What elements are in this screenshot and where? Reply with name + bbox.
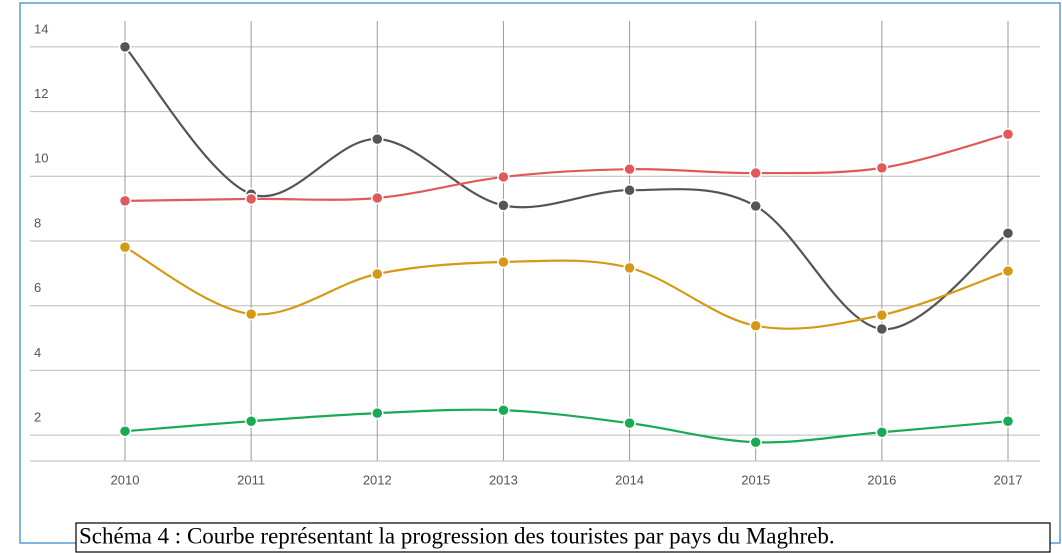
- data-point: [875, 161, 889, 175]
- data-point: [623, 183, 636, 197]
- x-tick-label: 2016: [867, 472, 896, 487]
- data-point: [1001, 414, 1015, 428]
- y-tick-label: 12: [34, 86, 48, 101]
- x-tick-label: 2013: [489, 472, 518, 487]
- caption-box: [75, 522, 1051, 553]
- data-point: [749, 199, 762, 213]
- data-point: [497, 255, 510, 269]
- y-tick-label: 8: [34, 215, 41, 230]
- x-tick-label: 2014: [615, 472, 644, 487]
- data-point: [371, 267, 384, 281]
- x-tick-label: 2010: [111, 472, 140, 487]
- data-point: [497, 199, 510, 212]
- data-point: [623, 162, 636, 176]
- data-point: [875, 425, 889, 439]
- data-point: [1001, 226, 1015, 240]
- series-line: [124, 46, 1009, 331]
- data-point: [118, 40, 132, 54]
- data-point: [118, 240, 132, 254]
- x-tick-label: 2011: [237, 472, 265, 487]
- data-point: [875, 322, 889, 336]
- data-point: [875, 308, 889, 322]
- series-line: [124, 246, 1009, 330]
- data-point: [749, 319, 762, 333]
- data-point: [749, 166, 762, 180]
- y-tick-label: 14: [34, 21, 48, 36]
- data-point: [118, 424, 132, 438]
- x-tick-label: 2012: [363, 472, 392, 487]
- data-point: [1001, 264, 1015, 278]
- data-point: [749, 435, 762, 449]
- data-point: [244, 307, 258, 321]
- data-point: [118, 194, 132, 208]
- x-tick-label: 2017: [994, 472, 1023, 487]
- data-point: [1001, 127, 1015, 141]
- data-point: [371, 132, 384, 146]
- data-point: [623, 261, 636, 275]
- frame: [19, 2, 1061, 544]
- data-point: [623, 416, 636, 430]
- series-line: [124, 133, 1009, 202]
- x-tick-label: 2015: [741, 472, 770, 487]
- data-point: [371, 406, 384, 420]
- series-line: [124, 408, 1009, 444]
- data-point: [244, 414, 258, 428]
- y-tick-label: 2: [34, 410, 41, 425]
- y-tick-label: 6: [34, 280, 41, 295]
- y-tick-label: 4: [34, 345, 41, 360]
- caption: Schéma 4 : Courbe représentant la progre…: [79, 523, 835, 548]
- y-tick-label: 10: [34, 151, 48, 166]
- data-point: [497, 403, 510, 417]
- data-point: [244, 192, 258, 206]
- data-point: [497, 170, 510, 184]
- data-point: [371, 191, 384, 205]
